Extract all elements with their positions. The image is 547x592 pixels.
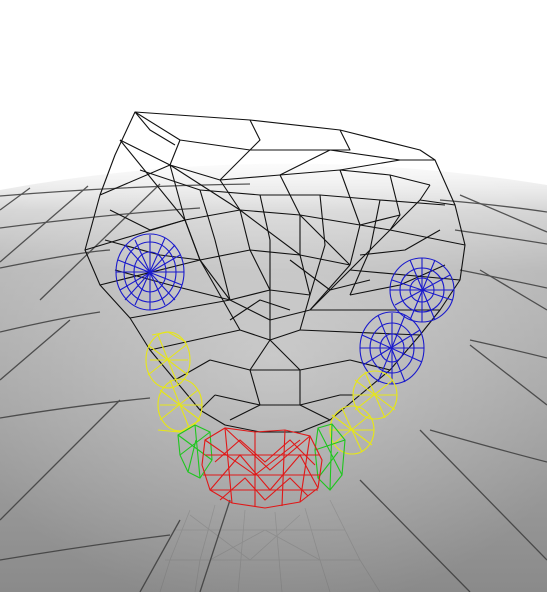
- floor-plane: [0, 150, 547, 592]
- right-molar-upper: [389, 257, 455, 323]
- left-premolars: [145, 331, 203, 433]
- model-reflection: [159, 499, 381, 592]
- right-molar-lower: [359, 311, 425, 385]
- premolar-teeth: [145, 331, 398, 455]
- left-canine: [177, 424, 213, 479]
- molar-teeth: [115, 233, 455, 385]
- canine-teeth: [177, 423, 346, 491]
- left-molar: [115, 233, 185, 311]
- floor-grid: [0, 183, 547, 592]
- incisor-teeth: [201, 427, 323, 509]
- right-premolars: [329, 370, 398, 455]
- jaw-wireframe: [84, 111, 466, 433]
